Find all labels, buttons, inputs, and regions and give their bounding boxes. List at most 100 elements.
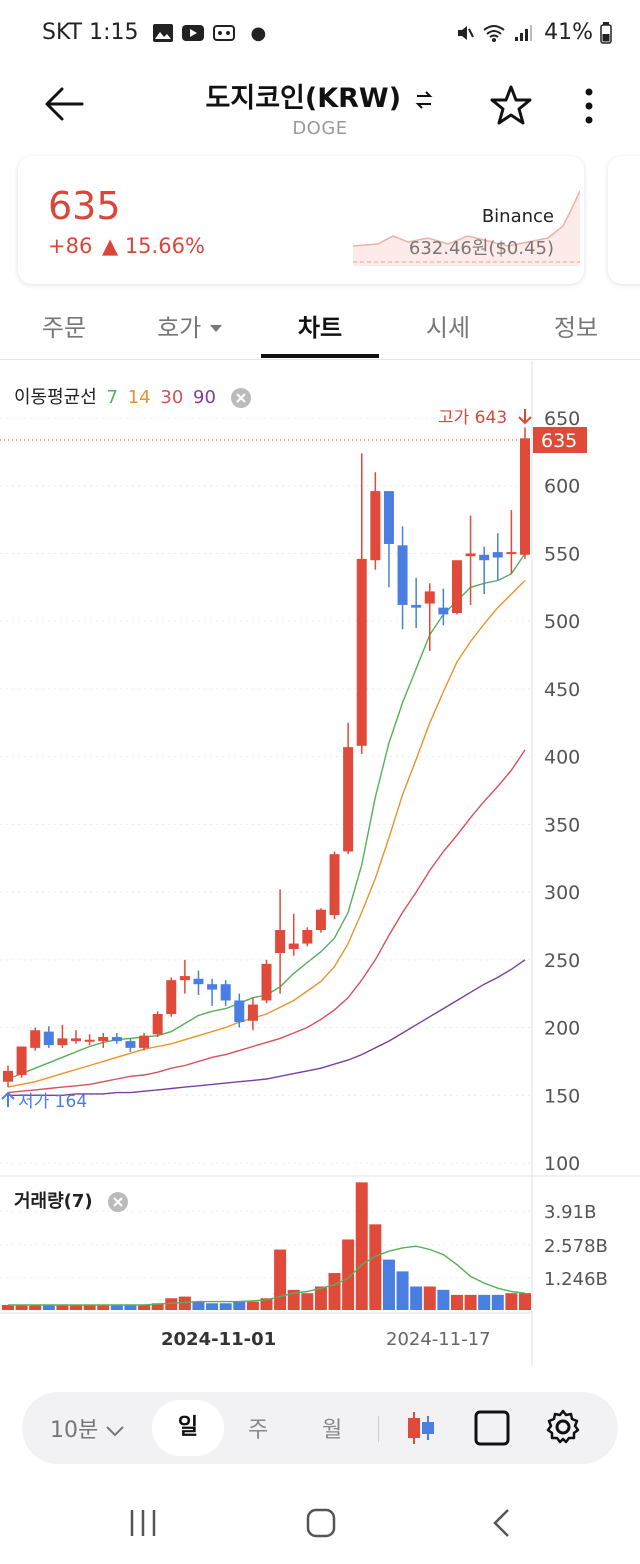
current-price: 635 [48,184,121,228]
candle-body [43,1031,54,1046]
mute-icon [458,26,474,40]
volume-bar [151,1303,164,1310]
recent-apps-icon[interactable] [128,1508,158,1538]
tab-orderbook[interactable]: 호가 [135,308,245,343]
volume-bar [369,1224,382,1310]
app-header: 도지코인(KRW) DOGE [0,68,640,152]
low-label: 저가 164 [18,1092,87,1112]
tab-info[interactable]: 정보 [553,314,599,342]
candle-body [383,491,394,544]
carrier-time: SKT 1:15 [42,20,139,45]
dot-indicator: ● [250,23,267,44]
candle-body [506,552,517,555]
volume-bar [192,1301,205,1310]
high-label: 고가 643 [438,408,507,428]
more-vertical-icon[interactable] [582,86,596,126]
current-price-badge [533,427,587,453]
candle-body [152,1014,163,1035]
chart-area[interactable]: 650 600 550 500 450 400 350 300 250 200 150 100 635 고… [0,361,640,1366]
close-ma-icon[interactable] [230,387,252,409]
back-icon[interactable] [490,1508,514,1538]
volume-tick-label: 1.246B [544,1269,608,1290]
y-tick-label: 650 [544,408,580,430]
period-day-label: 일 [177,1415,199,1440]
candle-body [288,943,299,949]
volume-bar [83,1304,96,1310]
candlestick-chart[interactable]: 650 600 550 500 450 400 350 300 250 200 150 100 635 고… [0,361,640,1366]
wifi-icon [483,25,505,42]
candle-body [479,554,490,561]
candle-body [397,545,408,605]
volume-bar [464,1294,477,1310]
next-card[interactable] [608,156,640,284]
page-title[interactable]: 도지코인(KRW) [0,76,640,115]
signal-icon [515,25,533,41]
tab-market[interactable]: 시세 [425,314,471,342]
candle-body [234,1000,245,1023]
volume-bar [423,1286,436,1310]
settings-gear-icon[interactable] [544,1408,582,1446]
chevron-down-icon [106,1426,124,1437]
candle-body [166,980,177,1014]
y-tick-label: 500 [544,611,580,633]
y-tick-label: 350 [544,814,580,836]
y-tick-label: 300 [544,882,580,904]
swap-icon[interactable] [414,90,434,110]
y-tick-label: 100 [544,1153,580,1175]
candle-body [492,552,503,558]
volume-bar [396,1271,409,1310]
x-label-2: 2024-11-17 [386,1329,491,1350]
tab-order[interactable]: 주문 [41,314,87,342]
current-price-badge-text: 635 [541,430,577,452]
star-icon[interactable] [490,84,532,126]
ma-legend[interactable]: 이동평균선 7 14 30 90 [14,383,252,409]
drawing-tool-icon[interactable] [474,1410,510,1446]
period-day-button[interactable]: 일 [152,1400,224,1456]
volume-ma-line [8,1245,526,1306]
ma30-line [7,749,526,1094]
volume-bar [382,1259,395,1310]
volume-bar [314,1286,327,1310]
volume-bar [110,1304,123,1310]
home-icon[interactable] [306,1508,336,1538]
candle-body [98,1037,109,1042]
candle-body [16,1046,27,1075]
y-tick-label: 150 [544,1085,580,1107]
ma90-line [8,959,526,1096]
candle-body [57,1038,68,1046]
candle-type-icon[interactable] [404,1410,438,1446]
volume-bar [246,1301,259,1310]
high-arrow-icon [518,409,532,425]
candle-body [275,930,286,954]
volume-bar [29,1304,42,1310]
volume-bar [260,1298,273,1310]
price-card[interactable]: 635 +86 ▲ 15.66% Binance 632.46원($0.45) [18,156,584,284]
gallery-icon [152,24,173,42]
close-volume-icon[interactable] [107,1191,129,1213]
candle-body [207,984,218,990]
candle-body [193,978,204,985]
volume-bar [56,1304,69,1310]
ma14-line [7,580,526,1088]
volume-bar [15,1304,28,1310]
price-change-pct: ▲ 15.66% [102,234,205,258]
y-tick-label: 600 [544,476,580,498]
y-tick-label: 550 [544,543,580,565]
candle-body [356,558,367,746]
volume-bar [274,1249,287,1310]
chevron-down-icon [209,325,222,332]
interval-select[interactable]: 10분 [50,1412,125,1444]
status-bar: SKT 1:15 ● 41% [0,0,640,68]
volume-legend[interactable]: 거래량(7) [14,1187,129,1213]
exchange-price: 632.46원($0.45) [408,238,554,259]
app-icon [212,25,235,41]
chart-toolbar: 10분 일 주 월 [22,1392,618,1464]
period-week-button[interactable]: 주 [248,1418,269,1443]
period-month-button[interactable]: 월 [322,1418,343,1443]
y-tick-label: 250 [544,950,580,972]
candle-body [139,1035,150,1048]
volume-bar [219,1303,232,1310]
tab-chart[interactable]: 차트 [297,314,343,342]
tab-orderbook-label: 호가 [157,314,202,342]
back-arrow-icon[interactable] [44,86,84,122]
